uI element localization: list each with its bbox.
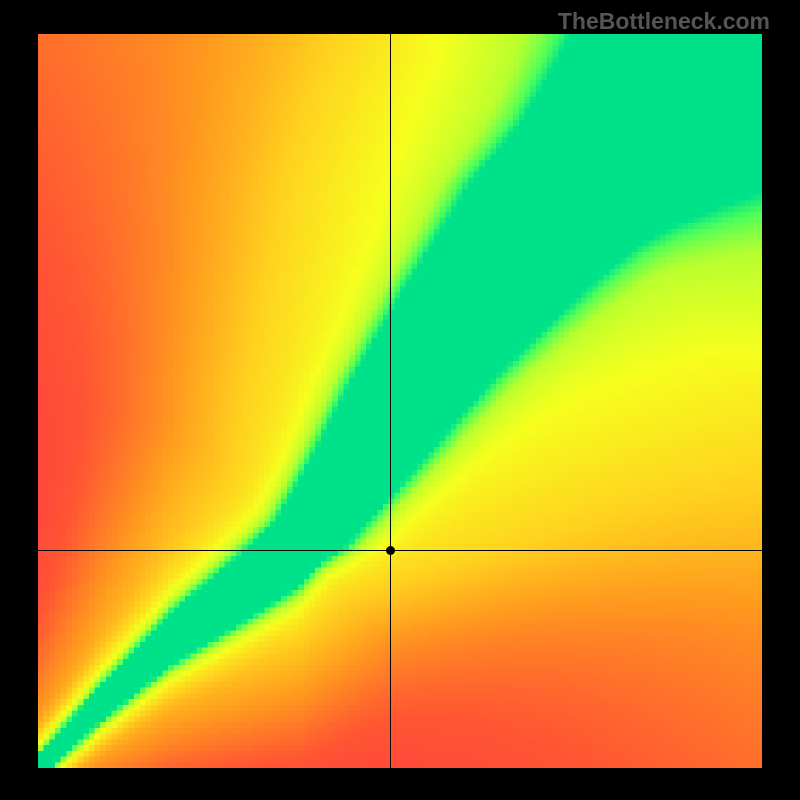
crosshair-vertical bbox=[390, 34, 391, 768]
crosshair-horizontal bbox=[38, 550, 762, 551]
watermark: TheBottleneck.com bbox=[558, 8, 770, 35]
chart-container: TheBottleneck.com bbox=[0, 0, 800, 800]
heatmap-canvas bbox=[38, 34, 762, 768]
marker-dot bbox=[386, 546, 395, 555]
